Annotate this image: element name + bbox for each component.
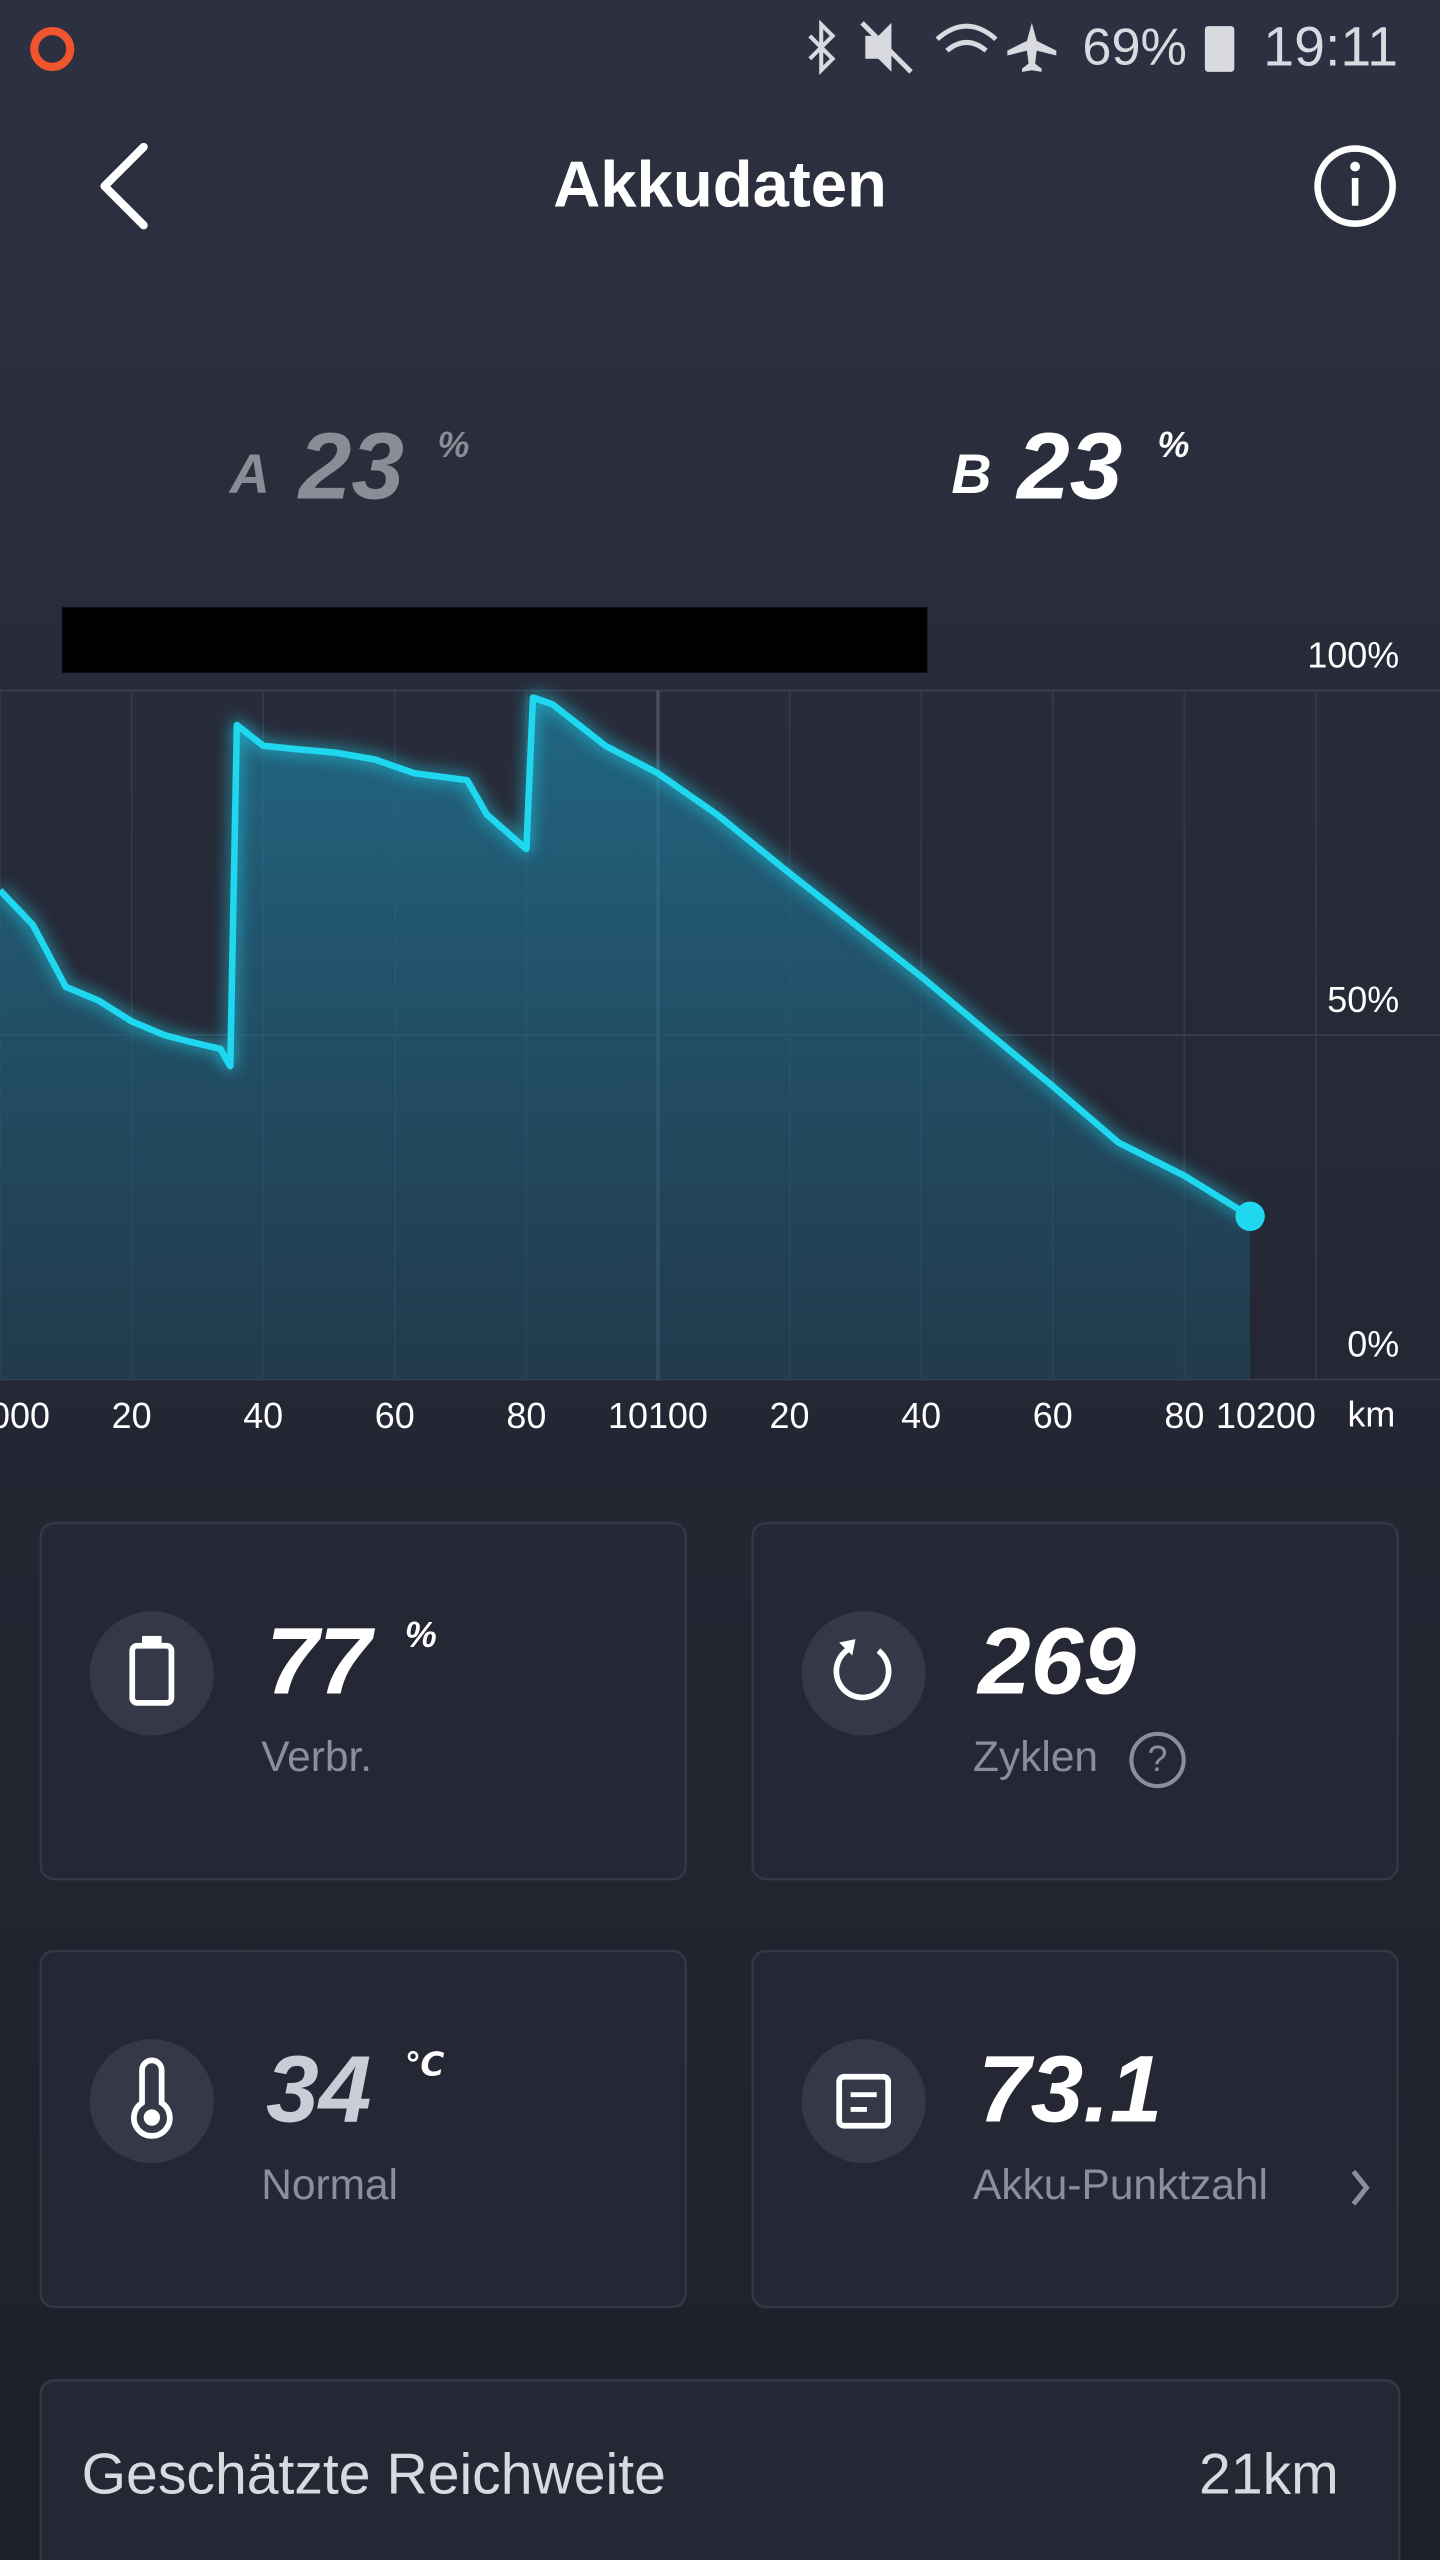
info-button[interactable]: [1314, 145, 1396, 227]
redaction: [62, 607, 928, 673]
page-title: Akkudaten: [553, 148, 887, 221]
battery-percent: 69%: [1082, 18, 1187, 76]
chevron: [1351, 2169, 1370, 2206]
end-point: [1235, 1201, 1265, 1231]
stat-unit: %: [405, 1614, 437, 1655]
battery-value: 23: [297, 413, 404, 519]
help-icon[interactable]: ?: [1129, 1731, 1186, 1789]
battery-value: 23: [1015, 413, 1122, 519]
range-value: 21km: [1199, 2442, 1339, 2506]
x-axis-label: km: [1347, 1394, 1395, 1435]
chart: 0% 50% 100% 10000 20 40 60 80 10100 20 40 60 80 10200…: [0, 634, 1440, 1436]
stat-card[interactable]: [751, 1949, 1399, 2309]
x-tick-label: 80: [506, 1395, 546, 1436]
stat-value: 269: [976, 1609, 1136, 1715]
x-tick-label: 10000: [0, 1395, 50, 1436]
battery-label: B: [951, 443, 991, 505]
stat-card: [39, 1522, 687, 1881]
stat-label: Akku-Punktzahl: [973, 2161, 1268, 2208]
cycle-icon: [801, 1611, 926, 1736]
x-tick-label: 60: [1033, 1395, 1073, 1436]
stat-value: 73.1: [978, 2036, 1162, 2142]
x-tick-label: 20: [770, 1395, 810, 1436]
range-card: [39, 2379, 1401, 2560]
line: [0, 694, 1252, 1220]
x-tick-label: 20: [112, 1395, 152, 1436]
x-tick-label: 40: [243, 1395, 283, 1436]
x-tick-label: 40: [901, 1395, 941, 1436]
stat-label: Verbr.: [261, 1733, 372, 1780]
status-icons: [808, 19, 1235, 76]
range-label: Geschätzte Reichweite: [82, 2442, 666, 2506]
stat-unit: ℃: [405, 2046, 445, 2083]
x-tick-label: 10200: [1216, 1395, 1316, 1436]
battery-icon: [89, 1611, 214, 1736]
score-icon: [801, 2039, 926, 2164]
x-tick-label: 10100: [608, 1395, 708, 1436]
area: [0, 697, 1251, 1380]
y-tick-label: 0%: [1347, 1323, 1399, 1364]
stat-card: [751, 1522, 1399, 1881]
x-tick-label: 60: [375, 1395, 415, 1436]
y-tick-label: 100%: [1307, 634, 1399, 675]
stat-label: Normal: [261, 2161, 398, 2208]
battery-unit: %: [438, 424, 470, 465]
stat-value: 77: [266, 1609, 376, 1715]
clock: 19:11: [1263, 15, 1398, 77]
back-button[interactable]: [100, 142, 148, 230]
stat-value: 34: [266, 2036, 371, 2142]
battery-label: A: [228, 443, 270, 505]
svg-text:?: ?: [1148, 1738, 1168, 1779]
app-indicator: [30, 26, 75, 72]
battery-unit: %: [1158, 424, 1190, 465]
x-tick-label: 80: [1164, 1395, 1204, 1436]
stat-label: Zyklen: [973, 1733, 1098, 1780]
temperature-icon: [89, 2039, 214, 2164]
stat-card: [39, 1949, 687, 2309]
y-tick-label: 50%: [1327, 979, 1399, 1020]
